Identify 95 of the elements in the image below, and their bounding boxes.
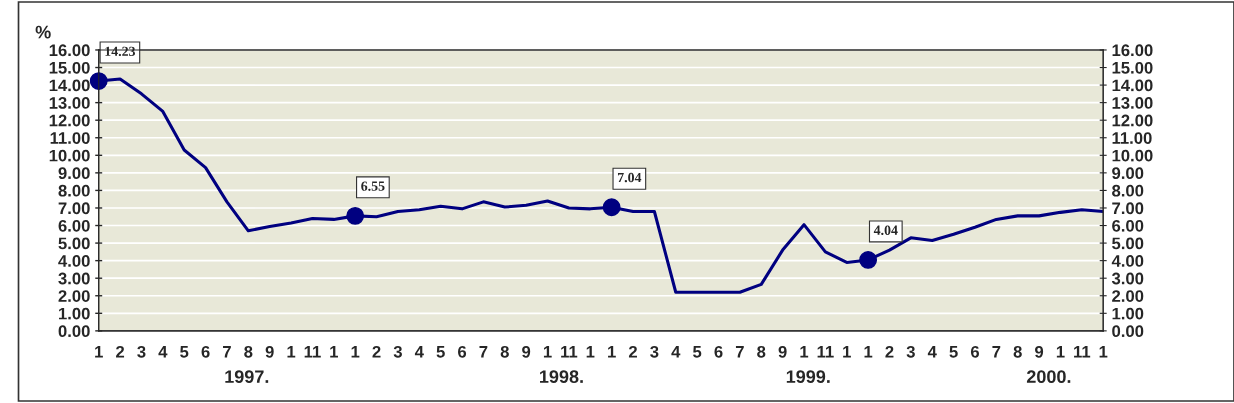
x-tick-label: 3: [137, 345, 146, 358]
x-tick-label: 4: [158, 346, 168, 358]
y2-tick-label: 14.00: [1112, 79, 1153, 92]
x-tick-label: 1: [351, 346, 360, 358]
x-tick-label: 6: [458, 345, 467, 358]
y-tick-label: 1.00: [59, 307, 90, 320]
x-tick-label: 1: [95, 346, 103, 358]
x-tick-label: 1: [287, 346, 296, 358]
x-tick-label: 9: [522, 345, 531, 358]
x-tick-label: 7: [735, 346, 744, 358]
x-tick-label: 4: [414, 346, 424, 358]
y2-tick-label: 13.00: [1112, 97, 1153, 109]
y-tick-label: 7.00: [58, 202, 90, 215]
text: 1998.: [540, 370, 583, 384]
x-tick-label: 8: [500, 345, 509, 358]
x-tick-label: 6: [201, 345, 210, 358]
x-tick-label: 1: [1099, 346, 1108, 358]
x-tick-label: 7: [992, 346, 1001, 358]
x-tick-label: 8: [1013, 345, 1022, 358]
y-tick-label: 14.00: [49, 79, 90, 92]
x-tick-label: 1: [330, 346, 338, 358]
y-tick-label: 11.00: [50, 132, 90, 144]
y2-tick-label: 5.00: [1112, 237, 1144, 250]
x-tick-label: 9: [778, 345, 787, 358]
x-tick-label: 2: [628, 345, 637, 358]
y2-tick-label: 12.00: [1112, 114, 1153, 127]
x-tick-label: 1: [543, 346, 552, 358]
x-tick-label: 11: [561, 346, 578, 358]
x-tick-label: 5: [693, 346, 702, 358]
x-tick-label: 2: [372, 345, 381, 358]
text: 2000.: [1026, 370, 1071, 384]
y-tick-label: 10.00: [49, 149, 90, 162]
x-tick-label: 8: [757, 345, 766, 358]
y-tick-label: 2.00: [58, 290, 90, 302]
x-tick-label: 5: [949, 346, 958, 358]
x-tick-label: 1: [800, 346, 809, 358]
text: 1999.: [786, 370, 830, 384]
point: [859, 251, 878, 269]
y-tick-label: 4.00: [58, 255, 90, 267]
y-tick-label: 5.00: [58, 237, 90, 250]
point: [602, 198, 621, 217]
data-label: 7.04: [617, 172, 642, 183]
x-tick-label: 1: [843, 346, 851, 358]
y2-tick-label: 3.00: [1111, 272, 1144, 285]
y-tick-label: 6.00: [58, 219, 90, 232]
x-tick-label: 9: [265, 345, 274, 358]
y-tick-label: 8.00: [58, 184, 90, 197]
y2-tick-label: 2.00: [1112, 290, 1144, 302]
x-tick-label: 2: [116, 345, 125, 358]
x-tick-label: 2: [885, 345, 894, 358]
y-tick-label: 12.00: [49, 114, 90, 127]
y2-tick-label: 8.00: [1112, 184, 1144, 197]
x-tick-label: 11: [817, 346, 834, 358]
y-tick-label: 0.00: [58, 325, 90, 338]
y2-tick-label: 6.00: [1112, 219, 1144, 232]
y-tick-label: 16.00: [49, 44, 90, 57]
y2-tick-label: 4.00: [1111, 255, 1144, 267]
x-tick-label: 5: [180, 346, 189, 358]
x-tick-label: 1: [608, 346, 616, 358]
x-tick-label: 6: [970, 345, 979, 358]
x-tick-label: 8: [244, 345, 253, 358]
y2-tick-label: 0.00: [1112, 325, 1144, 338]
data-label: 6.55: [361, 181, 385, 191]
y-tick-label: 3.00: [58, 272, 90, 285]
y2-tick-label: 9.00: [1112, 167, 1144, 180]
data-label: 14.23: [105, 46, 136, 57]
x-tick-label: 3: [906, 345, 915, 358]
y2-tick-label: 10.00: [1112, 149, 1153, 162]
data-label: 4.04: [873, 225, 898, 235]
y-axis-title: %: [35, 25, 51, 39]
x-tick-label: 1: [1056, 346, 1065, 358]
y2-tick-label: 16.00: [1112, 44, 1153, 57]
x-tick-label: 3: [393, 345, 402, 358]
y-tick-label: 15.00: [49, 61, 90, 74]
y2-tick-label: 11.00: [1112, 132, 1152, 144]
x-tick-label: 4: [927, 346, 937, 358]
x-tick-label: 4: [671, 346, 681, 358]
x-tick-label: 6: [714, 345, 723, 358]
x-tick-label: 7: [223, 346, 231, 358]
point: [346, 206, 365, 225]
point: [89, 72, 108, 90]
y-tick-label: 13.00: [49, 97, 90, 109]
x-tick-label: 1: [586, 346, 595, 358]
x-tick-label: 1: [864, 346, 873, 358]
x-tick-label: 3: [650, 345, 659, 358]
x-tick-label: 7: [479, 346, 488, 358]
y2-tick-label: 7.00: [1112, 202, 1144, 215]
x-tick-label: 9: [1035, 345, 1044, 358]
x-tick-label: 5: [436, 346, 445, 358]
y-tick-label: 9.00: [58, 167, 90, 180]
y2-tick-label: 1.00: [1112, 307, 1144, 320]
y2-tick-label: 15.00: [1112, 61, 1153, 74]
x-tick-label: 11: [304, 346, 321, 358]
x-tick-label: 11: [1074, 346, 1091, 358]
text: 1997.: [225, 370, 269, 384]
